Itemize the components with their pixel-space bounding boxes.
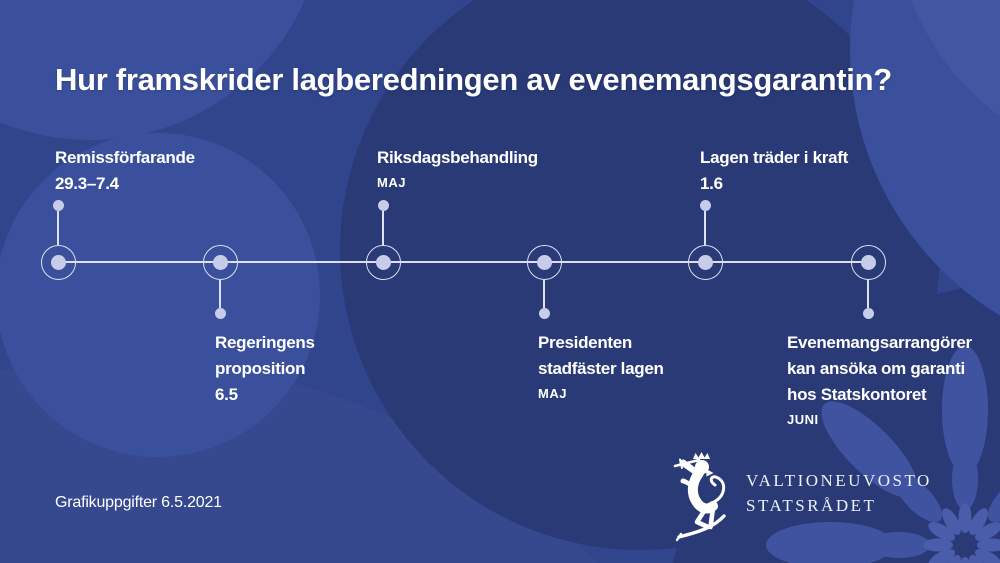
node-label-line: 6.5	[215, 385, 238, 404]
stem-dot	[699, 199, 711, 211]
stem-line	[219, 279, 221, 308]
node-label-line: Evenemangsarrangörer	[787, 333, 972, 352]
footer-note: Grafikuppgifter 6.5.2021	[55, 494, 222, 511]
page-title: Hur framskrider lagberedningen av evenem…	[55, 62, 892, 97]
node-ring	[526, 244, 562, 280]
node-label: Regeringens proposition 6.5	[215, 330, 315, 408]
node-core	[50, 254, 66, 270]
stem-dot	[862, 307, 874, 319]
logo-wordmark-fi: VALTIONEUVOSTO	[746, 471, 932, 490]
node-label-line: hos Statskontoret	[787, 385, 927, 404]
node-ring	[687, 244, 723, 280]
stem-line	[57, 210, 59, 245]
node-label-line: proposition	[215, 359, 306, 378]
stem-dot	[377, 199, 389, 211]
node-label-line: kan ansöka om garanti	[787, 359, 965, 378]
node-label-line: Regeringens	[215, 333, 315, 352]
stem-dot	[538, 307, 550, 319]
node-ring	[202, 244, 238, 280]
node-label: Riksdagsbehandling MAJ	[377, 145, 538, 190]
node-label: Lagen träder i kraft 1.6	[700, 145, 848, 197]
stem-line	[543, 279, 545, 308]
logo-wordmark-sv: STATSRÅDET	[746, 496, 877, 515]
node-label: Evenemangsarrangörer kan ansöka om garant…	[787, 330, 972, 427]
node-label-line: stadfäster lagen	[538, 359, 664, 378]
stem-dot	[214, 307, 226, 319]
background-circle	[0, 0, 305, 140]
node-label-line: Presidenten	[538, 333, 633, 352]
stem-line	[704, 210, 706, 245]
node-core	[536, 254, 552, 270]
node-core	[212, 254, 228, 270]
government-logo: VALTIONEUVOSTO STATSRÅDET	[672, 450, 992, 550]
node-ring	[850, 244, 886, 280]
node-core	[375, 254, 391, 270]
node-label: Presidenten stadfäster lagen MAJ	[538, 330, 664, 401]
node-label: Remissförfarande 29.3–7.4	[55, 145, 195, 197]
decorative-flower	[766, 346, 1000, 563]
background-circle	[0, 133, 320, 457]
node-label-line: 29.3–7.4	[55, 174, 119, 193]
node-date-label: MAJ	[377, 175, 406, 190]
node-label-line: Riksdagsbehandling	[377, 148, 538, 167]
node-date-label: MAJ	[538, 386, 567, 401]
node-label-line: Remissförfarande	[55, 148, 195, 167]
node-date-label: JUNI	[787, 412, 819, 427]
stem-line	[382, 210, 384, 245]
node-ring	[365, 244, 401, 280]
node-core	[860, 254, 876, 270]
stem-line	[867, 279, 869, 308]
timeline-line	[58, 261, 868, 263]
background-circle	[911, 0, 1000, 117]
node-label-line: Lagen träder i kraft	[700, 148, 848, 167]
node-label-line: 1.6	[700, 174, 723, 193]
stem-dot	[52, 199, 64, 211]
node-core	[697, 254, 713, 270]
finnish-lion-emblem-icon	[673, 452, 726, 542]
node-ring	[40, 244, 76, 280]
